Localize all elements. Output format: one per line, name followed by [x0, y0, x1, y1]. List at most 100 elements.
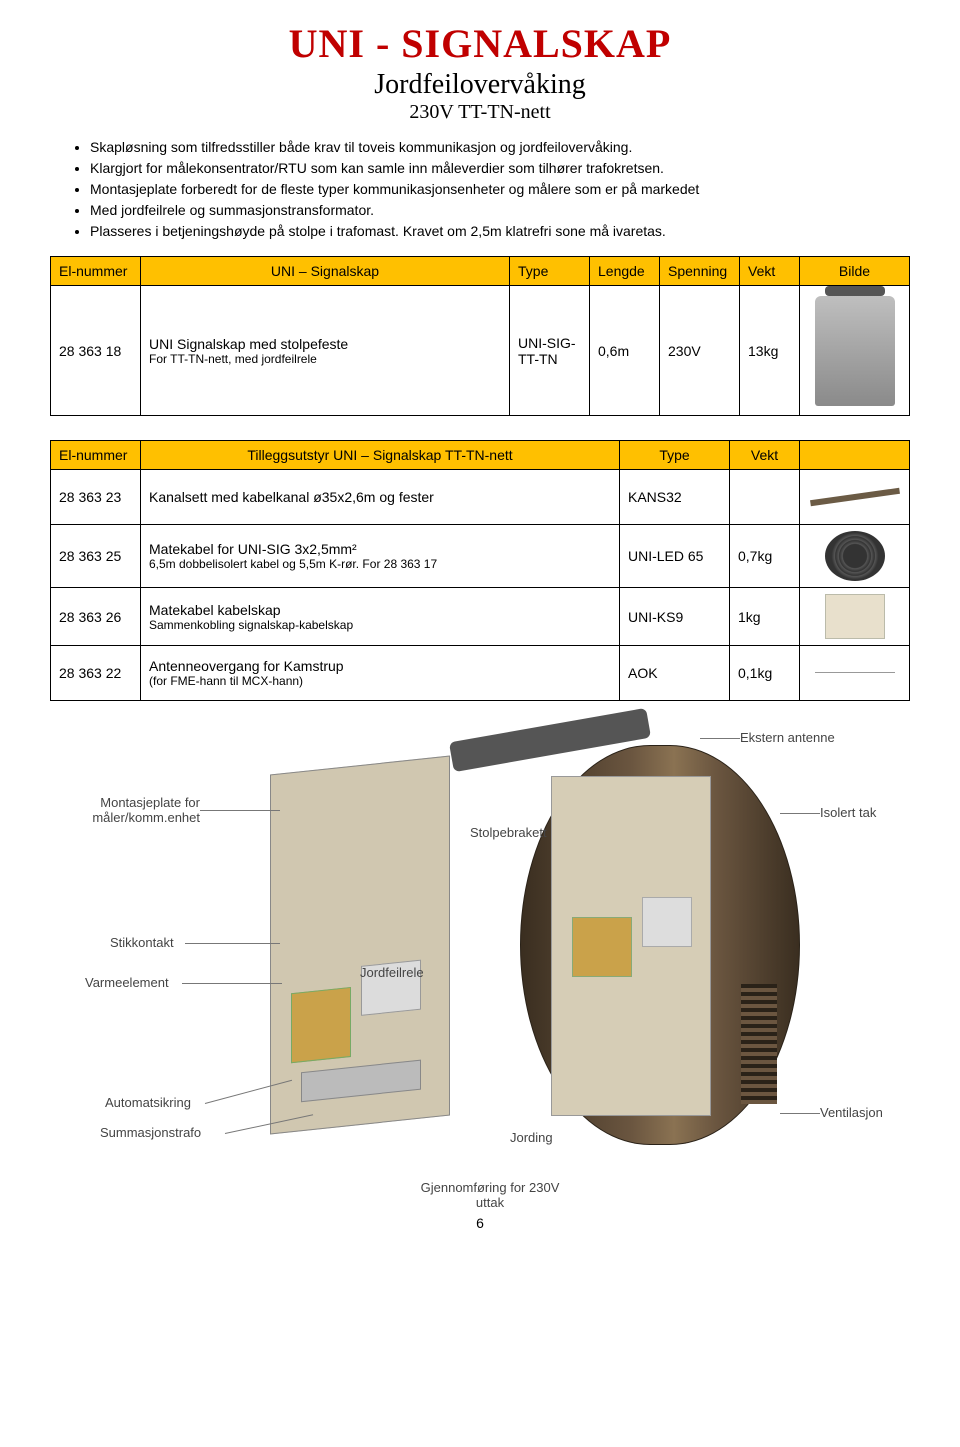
cell-desc: Matekabel for UNI-SIG 3x2,5mm² 6,5m dobb… [141, 525, 620, 588]
bullet-item: Skapløsning som tilfredsstiller både kra… [90, 138, 910, 157]
bullet-item: Med jordfeilrele og summasjonstransforma… [90, 201, 910, 220]
leader-line [182, 983, 282, 984]
bullet-list: Skapløsning som tilfredsstiller både kra… [50, 138, 910, 240]
cell-vekt: 13kg [740, 286, 800, 416]
label-automatsikring: Automatsikring [105, 1095, 191, 1110]
desc-sub: For TT-TN-nett, med jordfeilrele [149, 352, 501, 366]
col-type: Type [510, 257, 590, 286]
box-icon [825, 594, 885, 639]
cell-elnr: 28 363 18 [51, 286, 141, 416]
leader-line [200, 810, 280, 811]
table-header-row: El-nummer UNI – Signalskap Type Lengde S… [51, 257, 910, 286]
title-block: UNI - SIGNALSKAP Jordfeilovervåking 230V… [50, 20, 910, 124]
cell-vekt: 0,7kg [730, 525, 800, 588]
col-img [800, 441, 910, 470]
label-jording: Jording [510, 1130, 553, 1145]
page-title: UNI - SIGNALSKAP [50, 20, 910, 67]
col-type: Type [620, 441, 730, 470]
page-subtitle: Jordfeilovervåking [50, 69, 910, 101]
label-gjennomforing: Gjennomføring for 230V uttak [420, 1180, 560, 1210]
cell-elnr: 28 363 26 [51, 588, 141, 646]
desc-main: Matekabel kabelskap [149, 602, 611, 618]
bullet-item: Klargjort for målekonsentrator/RTU som k… [90, 159, 910, 178]
desc-sub: Sammenkobling signalskap-kabelskap [149, 618, 611, 632]
table-row: 28 363 26 Matekabel kabelskap Sammenkobl… [51, 588, 910, 646]
desc-main: Antenneovergang for Kamstrup [149, 658, 611, 674]
label-stolpebrakett: Stolpebrakett [470, 825, 547, 840]
cell-desc: Matekabel kabelskap Sammenkobling signal… [141, 588, 620, 646]
label-montasjeplate: Montasjeplate for måler/komm.enhet [70, 795, 200, 825]
desc-main: Matekabel for UNI-SIG 3x2,5mm² [149, 541, 611, 557]
accessories-table: El-nummer Tilleggsutstyr UNI – Signalska… [50, 440, 910, 701]
wire-icon [815, 658, 895, 688]
page-number: 6 [50, 1215, 910, 1231]
cell-img [800, 470, 910, 525]
diagram-component [572, 917, 632, 977]
label-ekstern-antenne: Ekstern antenne [740, 730, 835, 745]
table-header-row: El-nummer Tilleggsutstyr UNI – Signalska… [51, 441, 910, 470]
cell-spenning: 230V [660, 286, 740, 416]
cell-vekt [730, 470, 800, 525]
label-varmeelement: Varmeelement [85, 975, 169, 990]
page-subtitle2: 230V TT-TN-nett [50, 101, 910, 124]
col-bilde: Bilde [800, 257, 910, 286]
col-elnummer: El-nummer [51, 257, 141, 286]
label-jordfeilrele: Jordfeilrele [360, 965, 424, 980]
diagram-barrel [520, 745, 800, 1145]
diagram-component [291, 987, 351, 1063]
label-summasjonstrafo: Summasjonstrafo [100, 1125, 201, 1140]
label-stikkontakt: Stikkontakt [110, 935, 174, 950]
bar-icon [810, 488, 900, 506]
bullet-item: Montasjeplate forberedt for de fleste ty… [90, 180, 910, 199]
coil-icon [825, 531, 885, 581]
cell-type: UNI-SIG-TT-TN [510, 286, 590, 416]
label-isolert-tak: Isolert tak [820, 805, 876, 820]
table-row: 28 363 22 Antenneovergang for Kamstrup (… [51, 646, 910, 701]
table-row: 28 363 23 Kanalsett med kabelkanal ø35x2… [51, 470, 910, 525]
cell-bilde [800, 286, 910, 416]
diagram-plate [270, 756, 450, 1135]
cell-type: UNI-LED 65 [620, 525, 730, 588]
table-row: 28 363 25 Matekabel for UNI-SIG 3x2,5mm²… [51, 525, 910, 588]
cell-desc: UNI Signalskap med stolpefeste For TT-TN… [141, 286, 510, 416]
cell-desc: Antenneovergang for Kamstrup (for FME-ha… [141, 646, 620, 701]
leader-line [185, 943, 280, 944]
diagram-component [301, 1060, 421, 1103]
label-ventilasjon: Ventilasjon [820, 1105, 883, 1120]
cell-vekt: 1kg [730, 588, 800, 646]
cell-elnr: 28 363 25 [51, 525, 141, 588]
exploded-diagram: Montasjeplate for måler/komm.enhet Stikk… [50, 725, 910, 1205]
cell-type: KANS32 [620, 470, 730, 525]
col-signalskap: UNI – Signalskap [141, 257, 510, 286]
desc-sub: (for FME-hann til MCX-hann) [149, 674, 611, 688]
cell-elnr: 28 363 23 [51, 470, 141, 525]
desc-main: Kanalsett med kabelkanal ø35x2,6m og fes… [149, 489, 611, 505]
col-lengde: Lengde [590, 257, 660, 286]
cell-lengde: 0,6m [590, 286, 660, 416]
desc-main: UNI Signalskap med stolpefeste [149, 336, 501, 352]
leader-line [780, 1113, 820, 1114]
diagram-component [642, 897, 692, 947]
cell-desc: Kanalsett med kabelkanal ø35x2,6m og fes… [141, 470, 620, 525]
bullet-item: Plasseres i betjeningshøyde på stolpe i … [90, 222, 910, 241]
cell-elnr: 28 363 22 [51, 646, 141, 701]
desc-sub: 6,5m dobbelisolert kabel og 5,5m K-rør. … [149, 557, 611, 571]
diagram-ventilation [741, 984, 777, 1104]
cabinet-icon [815, 296, 895, 406]
cell-img [800, 588, 910, 646]
cell-type: UNI-KS9 [620, 588, 730, 646]
col-vekt: Vekt [730, 441, 800, 470]
cell-type: AOK [620, 646, 730, 701]
product-table: El-nummer UNI – Signalskap Type Lengde S… [50, 256, 910, 416]
col-spenning: Spenning [660, 257, 740, 286]
leader-line [780, 813, 820, 814]
leader-line [700, 738, 740, 739]
col-tillegg: Tilleggsutstyr UNI – Signalskap TT-TN-ne… [141, 441, 620, 470]
cell-vekt: 0,1kg [730, 646, 800, 701]
col-elnummer: El-nummer [51, 441, 141, 470]
cell-img [800, 525, 910, 588]
cell-img [800, 646, 910, 701]
diagram-barrel-inner [551, 776, 711, 1116]
col-vekt: Vekt [740, 257, 800, 286]
table-row: 28 363 18 UNI Signalskap med stolpefeste… [51, 286, 910, 416]
